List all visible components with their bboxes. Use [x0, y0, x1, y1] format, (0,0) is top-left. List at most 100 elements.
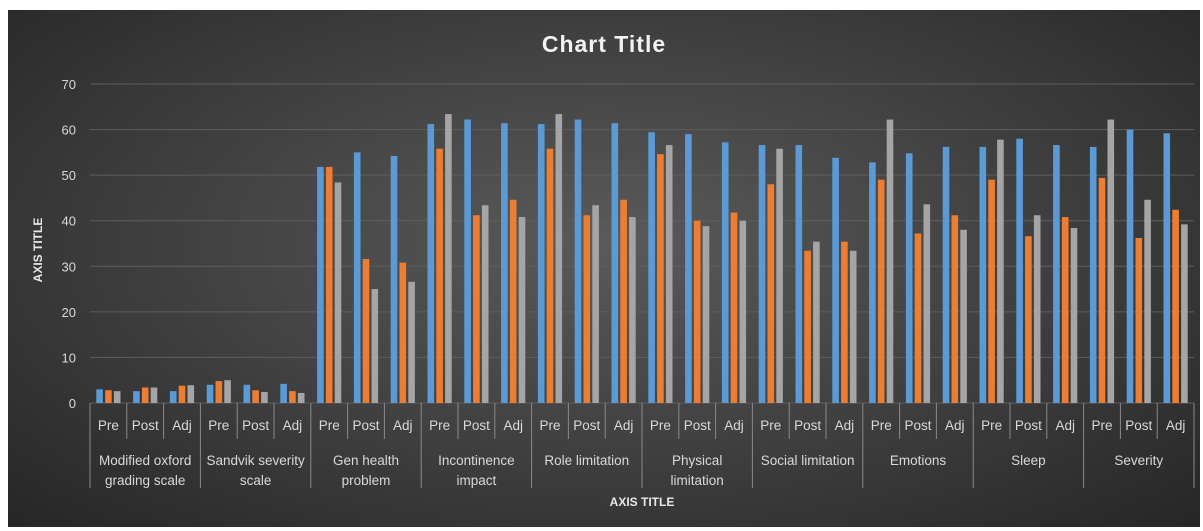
bar — [960, 229, 967, 403]
bar — [252, 390, 259, 403]
x-subcategory-label: Adj — [1166, 418, 1186, 433]
x-subcategory-label: Adj — [393, 418, 413, 433]
x-subcategory-label: Pre — [319, 418, 340, 433]
bar — [518, 217, 526, 403]
bar — [1181, 224, 1188, 403]
bar — [923, 204, 931, 403]
bar — [1016, 138, 1023, 403]
bar — [261, 392, 268, 403]
bar — [1163, 133, 1171, 403]
x-subcategory-label: Pre — [208, 418, 229, 433]
bar — [1089, 146, 1097, 404]
x-group-label: scale — [240, 473, 272, 488]
x-subcategory-label: Adj — [724, 418, 744, 433]
x-subcategory-label: Pre — [871, 418, 892, 433]
y-tick-label: 0 — [69, 396, 76, 411]
bar — [390, 156, 398, 403]
x-group-label: Modified oxford — [99, 453, 191, 468]
x-subcategory-label: Post — [1125, 418, 1152, 433]
bar — [702, 226, 710, 403]
bar — [436, 148, 443, 403]
y-tick-label: 10 — [62, 350, 76, 365]
x-subcategory-label: Post — [463, 418, 490, 433]
x-subcategory-label: Post — [794, 418, 821, 433]
bar — [795, 145, 803, 403]
chart-title: Chart Title — [542, 31, 666, 57]
x-subcategory-label: Post — [573, 418, 600, 433]
bar — [105, 390, 112, 403]
bar — [481, 205, 489, 403]
bar — [767, 184, 775, 403]
bar — [620, 199, 627, 403]
x-subcategory-label: Post — [1015, 418, 1042, 433]
bar — [206, 384, 214, 403]
x-subcategory-label: Pre — [539, 418, 560, 433]
x-group-label: limitation — [671, 473, 724, 488]
y-tick-label: 20 — [62, 305, 76, 320]
y-tick-label: 70 — [62, 77, 76, 92]
bar — [399, 262, 407, 403]
bar — [215, 381, 223, 403]
bar — [832, 157, 839, 403]
x-subcategory-label: Pre — [981, 418, 1002, 433]
bar — [243, 384, 251, 403]
bar — [317, 166, 324, 403]
bar — [187, 385, 195, 403]
bar — [758, 145, 766, 403]
bar — [914, 233, 922, 403]
x-subcategory-label: Adj — [172, 418, 192, 433]
bar — [1135, 238, 1143, 403]
x-group-label: Role limitation — [544, 453, 629, 468]
bar — [371, 289, 379, 403]
bar — [133, 391, 140, 403]
x-axis-title: AXIS TITLE — [610, 495, 675, 509]
x-subcategory-label: Post — [352, 418, 379, 433]
y-tick-label: 50 — [62, 168, 76, 183]
bar — [280, 383, 287, 403]
bar — [1033, 215, 1041, 403]
bar — [869, 162, 876, 403]
bar — [730, 212, 738, 403]
bar — [445, 114, 452, 403]
bar — [362, 258, 370, 403]
bar — [979, 146, 987, 404]
bar — [224, 380, 231, 403]
bar — [611, 123, 619, 403]
bar — [501, 123, 508, 403]
bar — [555, 114, 563, 403]
bar — [942, 146, 950, 404]
bar — [997, 139, 1004, 403]
bar — [657, 154, 664, 403]
x-subcategory-label: Adj — [835, 418, 855, 433]
bar — [289, 391, 296, 403]
x-subcategory-label: Pre — [760, 418, 781, 433]
bar-chart: Chart Title AXIS TITLE AXIS TITLE 0 10 20 3… — [31, 31, 1195, 509]
bar — [1098, 177, 1106, 403]
x-subcategory-label: Post — [904, 418, 931, 433]
x-group-label: Sleep — [1011, 453, 1046, 468]
bar — [583, 215, 591, 403]
x-group-label: Sandvik severity — [206, 453, 305, 468]
x-subcategory-label: Pre — [429, 418, 450, 433]
x-group-label: Emotions — [890, 453, 947, 468]
bar — [988, 179, 995, 403]
x-subcategory-label: Adj — [614, 418, 634, 433]
bar — [473, 215, 480, 403]
bar — [1025, 236, 1032, 403]
bar — [685, 134, 692, 403]
bar — [905, 153, 913, 403]
x-subcategory-label: Adj — [283, 418, 303, 433]
x-subcategory-label: Pre — [1091, 418, 1112, 433]
bar — [141, 387, 149, 403]
chart-area: Chart Title AXIS TITLE AXIS TITLE 0 10 20 3… — [8, 10, 1200, 527]
y-tick-label: 40 — [62, 214, 76, 229]
bar — [408, 281, 415, 403]
bar — [334, 182, 342, 403]
x-group-label: Incontinence — [438, 453, 515, 468]
x-group-label: Gen health — [333, 453, 399, 468]
bar — [1061, 217, 1069, 403]
bar — [1070, 228, 1078, 403]
x-subcategory-label: Post — [684, 418, 711, 433]
bar — [813, 241, 820, 403]
bars — [96, 114, 1188, 404]
